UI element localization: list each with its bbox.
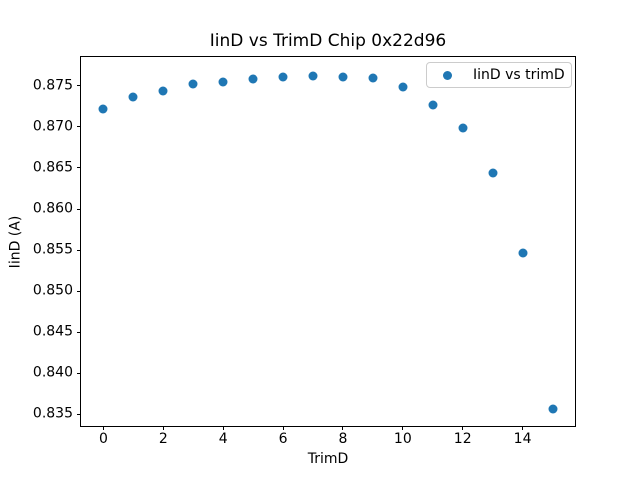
y-tick-mark bbox=[77, 167, 81, 169]
x-tick-label: 8 bbox=[338, 431, 348, 447]
y-tick-mark bbox=[77, 372, 81, 374]
data-point bbox=[128, 92, 138, 102]
chart-title: IinD vs TrimD Chip 0x22d96 bbox=[209, 31, 447, 51]
x-tick-label: 10 bbox=[393, 431, 412, 447]
y-tick-mark bbox=[77, 249, 81, 251]
x-axis-label: TrimD bbox=[307, 451, 349, 467]
x-tick-label: 2 bbox=[158, 431, 168, 447]
data-point bbox=[488, 168, 498, 178]
x-tick-mark bbox=[522, 426, 524, 430]
y-axis-label-container: IinD (A) bbox=[4, 56, 26, 427]
data-point bbox=[338, 72, 348, 82]
x-tick-label: 6 bbox=[278, 431, 288, 447]
y-tick-mark bbox=[77, 413, 81, 415]
x-tick-mark bbox=[102, 426, 104, 430]
data-point bbox=[548, 404, 558, 414]
x-tick-label: 0 bbox=[98, 431, 108, 447]
data-point bbox=[98, 104, 108, 114]
y-tick-label: 0.850 bbox=[32, 282, 73, 299]
y-tick-label: 0.870 bbox=[32, 118, 73, 135]
x-tick-mark bbox=[402, 426, 404, 430]
y-tick-label: 0.860 bbox=[32, 200, 73, 217]
y-tick-label: 0.875 bbox=[32, 77, 73, 94]
x-tick-mark bbox=[342, 426, 344, 430]
y-tick-label: 0.855 bbox=[32, 241, 73, 258]
y-tick-mark bbox=[77, 208, 81, 210]
data-point bbox=[278, 72, 288, 82]
x-tick-mark bbox=[462, 426, 464, 430]
legend-marker-icon bbox=[443, 70, 452, 80]
data-point bbox=[248, 74, 258, 84]
legend: IinD vs trimD bbox=[426, 62, 572, 88]
y-tick-mark bbox=[77, 331, 81, 333]
data-point bbox=[458, 123, 468, 133]
data-point bbox=[188, 79, 198, 89]
x-tick-label: 12 bbox=[453, 431, 472, 447]
legend-label: IinD vs trimD bbox=[473, 67, 565, 83]
y-tick-label: 0.840 bbox=[32, 364, 73, 381]
y-tick-label: 0.845 bbox=[32, 323, 73, 340]
y-axis-label: IinD (A) bbox=[7, 215, 23, 268]
x-tick-label: 4 bbox=[218, 431, 228, 447]
data-point bbox=[308, 71, 318, 81]
y-tick-label: 0.865 bbox=[32, 159, 73, 176]
y-tick-mark bbox=[77, 85, 81, 87]
y-tick-label: 0.835 bbox=[32, 405, 73, 422]
plot-area: IinD vs trimD 0 2 4 6 8 10 12 14 0.835 0.840 0.845… bbox=[33, 56, 576, 447]
y-tick-mark bbox=[77, 126, 81, 128]
x-tick-mark bbox=[162, 426, 164, 430]
data-point bbox=[518, 248, 528, 258]
data-point bbox=[218, 77, 228, 87]
data-point bbox=[428, 100, 438, 110]
x-tick-mark bbox=[282, 426, 284, 430]
x-tick-mark bbox=[222, 426, 224, 430]
data-point bbox=[368, 73, 378, 83]
x-tick-label: 14 bbox=[513, 431, 532, 447]
data-point bbox=[398, 82, 408, 92]
y-tick-mark bbox=[77, 290, 81, 292]
data-point bbox=[158, 86, 168, 96]
